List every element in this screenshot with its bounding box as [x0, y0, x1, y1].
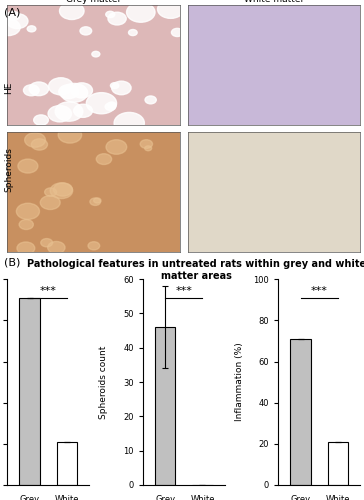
- Circle shape: [108, 102, 116, 108]
- Text: Pathological features in untreated rats within grey and white
matter areas: Pathological features in untreated rats …: [27, 259, 364, 280]
- Circle shape: [145, 96, 156, 104]
- Circle shape: [61, 84, 88, 102]
- Circle shape: [48, 106, 71, 122]
- Bar: [155, 327, 175, 485]
- Circle shape: [158, 0, 184, 18]
- Circle shape: [49, 78, 73, 95]
- Y-axis label: Spheroids count: Spheroids count: [99, 346, 108, 419]
- Circle shape: [7, 14, 28, 28]
- Circle shape: [17, 242, 35, 254]
- Circle shape: [106, 12, 115, 18]
- Circle shape: [94, 198, 101, 203]
- Circle shape: [40, 196, 60, 209]
- Circle shape: [54, 183, 72, 196]
- Circle shape: [171, 28, 183, 36]
- Circle shape: [127, 2, 155, 22]
- Title: White matter: White matter: [244, 0, 304, 4]
- Circle shape: [108, 12, 126, 25]
- Text: HE: HE: [5, 82, 13, 94]
- Circle shape: [16, 203, 39, 220]
- Circle shape: [50, 183, 73, 198]
- Circle shape: [112, 81, 131, 94]
- Circle shape: [58, 126, 82, 143]
- Circle shape: [114, 112, 145, 134]
- Circle shape: [74, 104, 92, 118]
- Circle shape: [96, 154, 112, 164]
- Circle shape: [145, 146, 152, 150]
- Circle shape: [88, 242, 100, 250]
- Bar: [19, 298, 40, 485]
- Circle shape: [110, 82, 119, 88]
- Circle shape: [31, 139, 48, 150]
- Title: Grey matter: Grey matter: [66, 0, 121, 4]
- Circle shape: [48, 242, 65, 254]
- Circle shape: [60, 2, 84, 20]
- Circle shape: [33, 115, 48, 125]
- Bar: [57, 442, 77, 485]
- Text: (A): (A): [4, 8, 20, 18]
- Circle shape: [41, 238, 53, 247]
- Circle shape: [23, 85, 39, 96]
- Text: (B): (B): [4, 258, 20, 268]
- Circle shape: [18, 159, 38, 173]
- Circle shape: [29, 82, 49, 96]
- Circle shape: [128, 30, 137, 36]
- Circle shape: [80, 27, 92, 35]
- Text: ***: ***: [311, 286, 328, 296]
- Circle shape: [106, 140, 127, 154]
- Bar: [290, 339, 311, 485]
- Circle shape: [7, 12, 20, 20]
- Text: Spheroids: Spheroids: [5, 148, 13, 192]
- Circle shape: [27, 26, 36, 32]
- Circle shape: [140, 140, 153, 148]
- Bar: [328, 442, 348, 485]
- Circle shape: [90, 198, 100, 205]
- Y-axis label: Inflammation (%): Inflammation (%): [235, 342, 244, 421]
- Text: ***: ***: [175, 286, 192, 296]
- Circle shape: [19, 220, 33, 230]
- Text: ***: ***: [40, 286, 57, 296]
- Circle shape: [45, 188, 57, 196]
- Circle shape: [55, 102, 83, 121]
- Circle shape: [25, 132, 46, 148]
- Circle shape: [92, 52, 100, 57]
- Circle shape: [59, 84, 79, 98]
- Circle shape: [0, 19, 20, 36]
- Circle shape: [105, 103, 116, 110]
- Circle shape: [71, 83, 92, 98]
- Circle shape: [86, 92, 116, 114]
